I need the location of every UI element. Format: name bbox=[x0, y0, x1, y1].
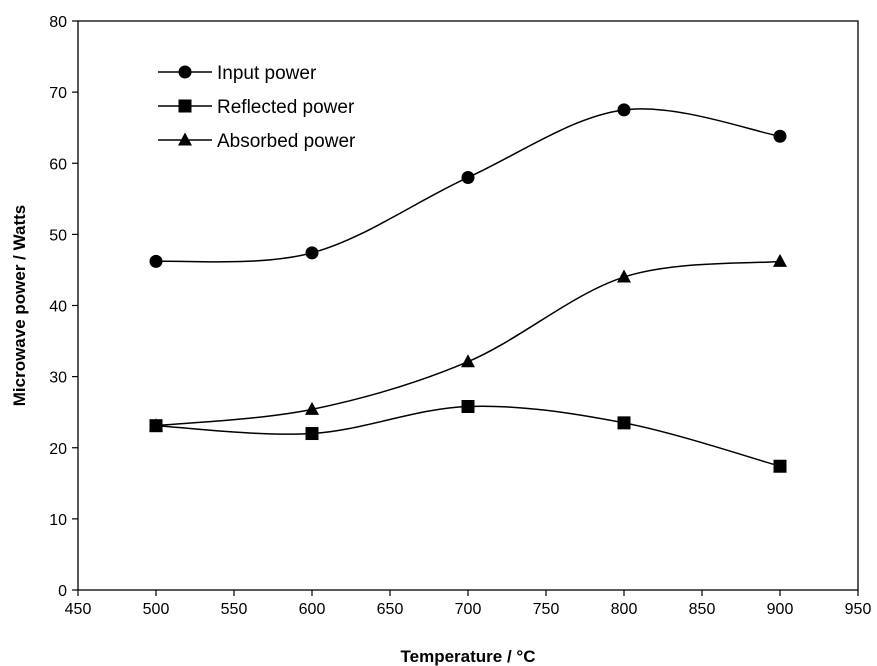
series-square bbox=[149, 399, 787, 473]
legend-label: Reflected power bbox=[217, 97, 355, 118]
legend-marker bbox=[178, 99, 192, 113]
legend-label: Input power bbox=[217, 63, 317, 84]
data-point bbox=[149, 418, 163, 432]
chart-series bbox=[149, 103, 787, 473]
data-point bbox=[773, 253, 787, 267]
series-line bbox=[155, 405, 781, 467]
data-point bbox=[773, 129, 787, 143]
legend-marker bbox=[178, 132, 192, 146]
legend-marker bbox=[178, 65, 192, 79]
data-point bbox=[305, 427, 319, 441]
data-point bbox=[305, 401, 319, 415]
data-point bbox=[305, 246, 319, 260]
y-tick-label: 60 bbox=[49, 156, 67, 173]
y-tick-label: 80 bbox=[49, 14, 67, 31]
chart-legend: Input power Reflected power Absorbed power bbox=[158, 63, 356, 152]
chart-axes: 450 500 550 600 650 700 750 800 850 900 950 0 10 20 30… bbox=[49, 14, 871, 618]
x-tick-label: 450 bbox=[65, 601, 92, 618]
legend-entry: Absorbed power bbox=[158, 131, 356, 152]
x-tick-label: 750 bbox=[533, 601, 560, 618]
legend-entry: Reflected power bbox=[158, 97, 355, 118]
data-point bbox=[461, 399, 475, 413]
data-point bbox=[461, 354, 475, 368]
y-tick-label: 0 bbox=[58, 583, 67, 600]
x-tick-label: 900 bbox=[767, 601, 794, 618]
series-triangle bbox=[149, 253, 787, 432]
x-tick-label: 500 bbox=[143, 601, 170, 618]
series-circle bbox=[149, 103, 787, 268]
x-tick-label: 950 bbox=[845, 601, 872, 618]
data-point bbox=[773, 459, 787, 473]
data-point bbox=[617, 269, 631, 283]
y-tick-label: 70 bbox=[49, 85, 67, 102]
x-tick-label: 550 bbox=[221, 601, 248, 618]
y-tick-label: 50 bbox=[49, 227, 67, 244]
x-tick-label: 700 bbox=[455, 601, 482, 618]
data-point bbox=[149, 254, 163, 268]
y-tick-label: 40 bbox=[49, 299, 67, 316]
legend-label: Absorbed power bbox=[217, 131, 356, 152]
x-axis-title: Temperature / °C bbox=[401, 647, 536, 666]
legend-entry: Input power bbox=[158, 63, 317, 84]
x-tick-label: 800 bbox=[611, 601, 638, 618]
y-axis-title: Microwave power / Watts bbox=[10, 205, 29, 407]
y-tick-label: 30 bbox=[49, 370, 67, 387]
data-point bbox=[461, 170, 475, 184]
y-tick-label: 20 bbox=[49, 441, 67, 458]
data-point bbox=[617, 416, 631, 430]
x-tick-label: 650 bbox=[377, 601, 404, 618]
x-tick-label: 600 bbox=[299, 601, 326, 618]
y-tick-label: 10 bbox=[49, 512, 67, 529]
x-tick-label: 850 bbox=[689, 601, 716, 618]
data-point bbox=[617, 103, 631, 117]
